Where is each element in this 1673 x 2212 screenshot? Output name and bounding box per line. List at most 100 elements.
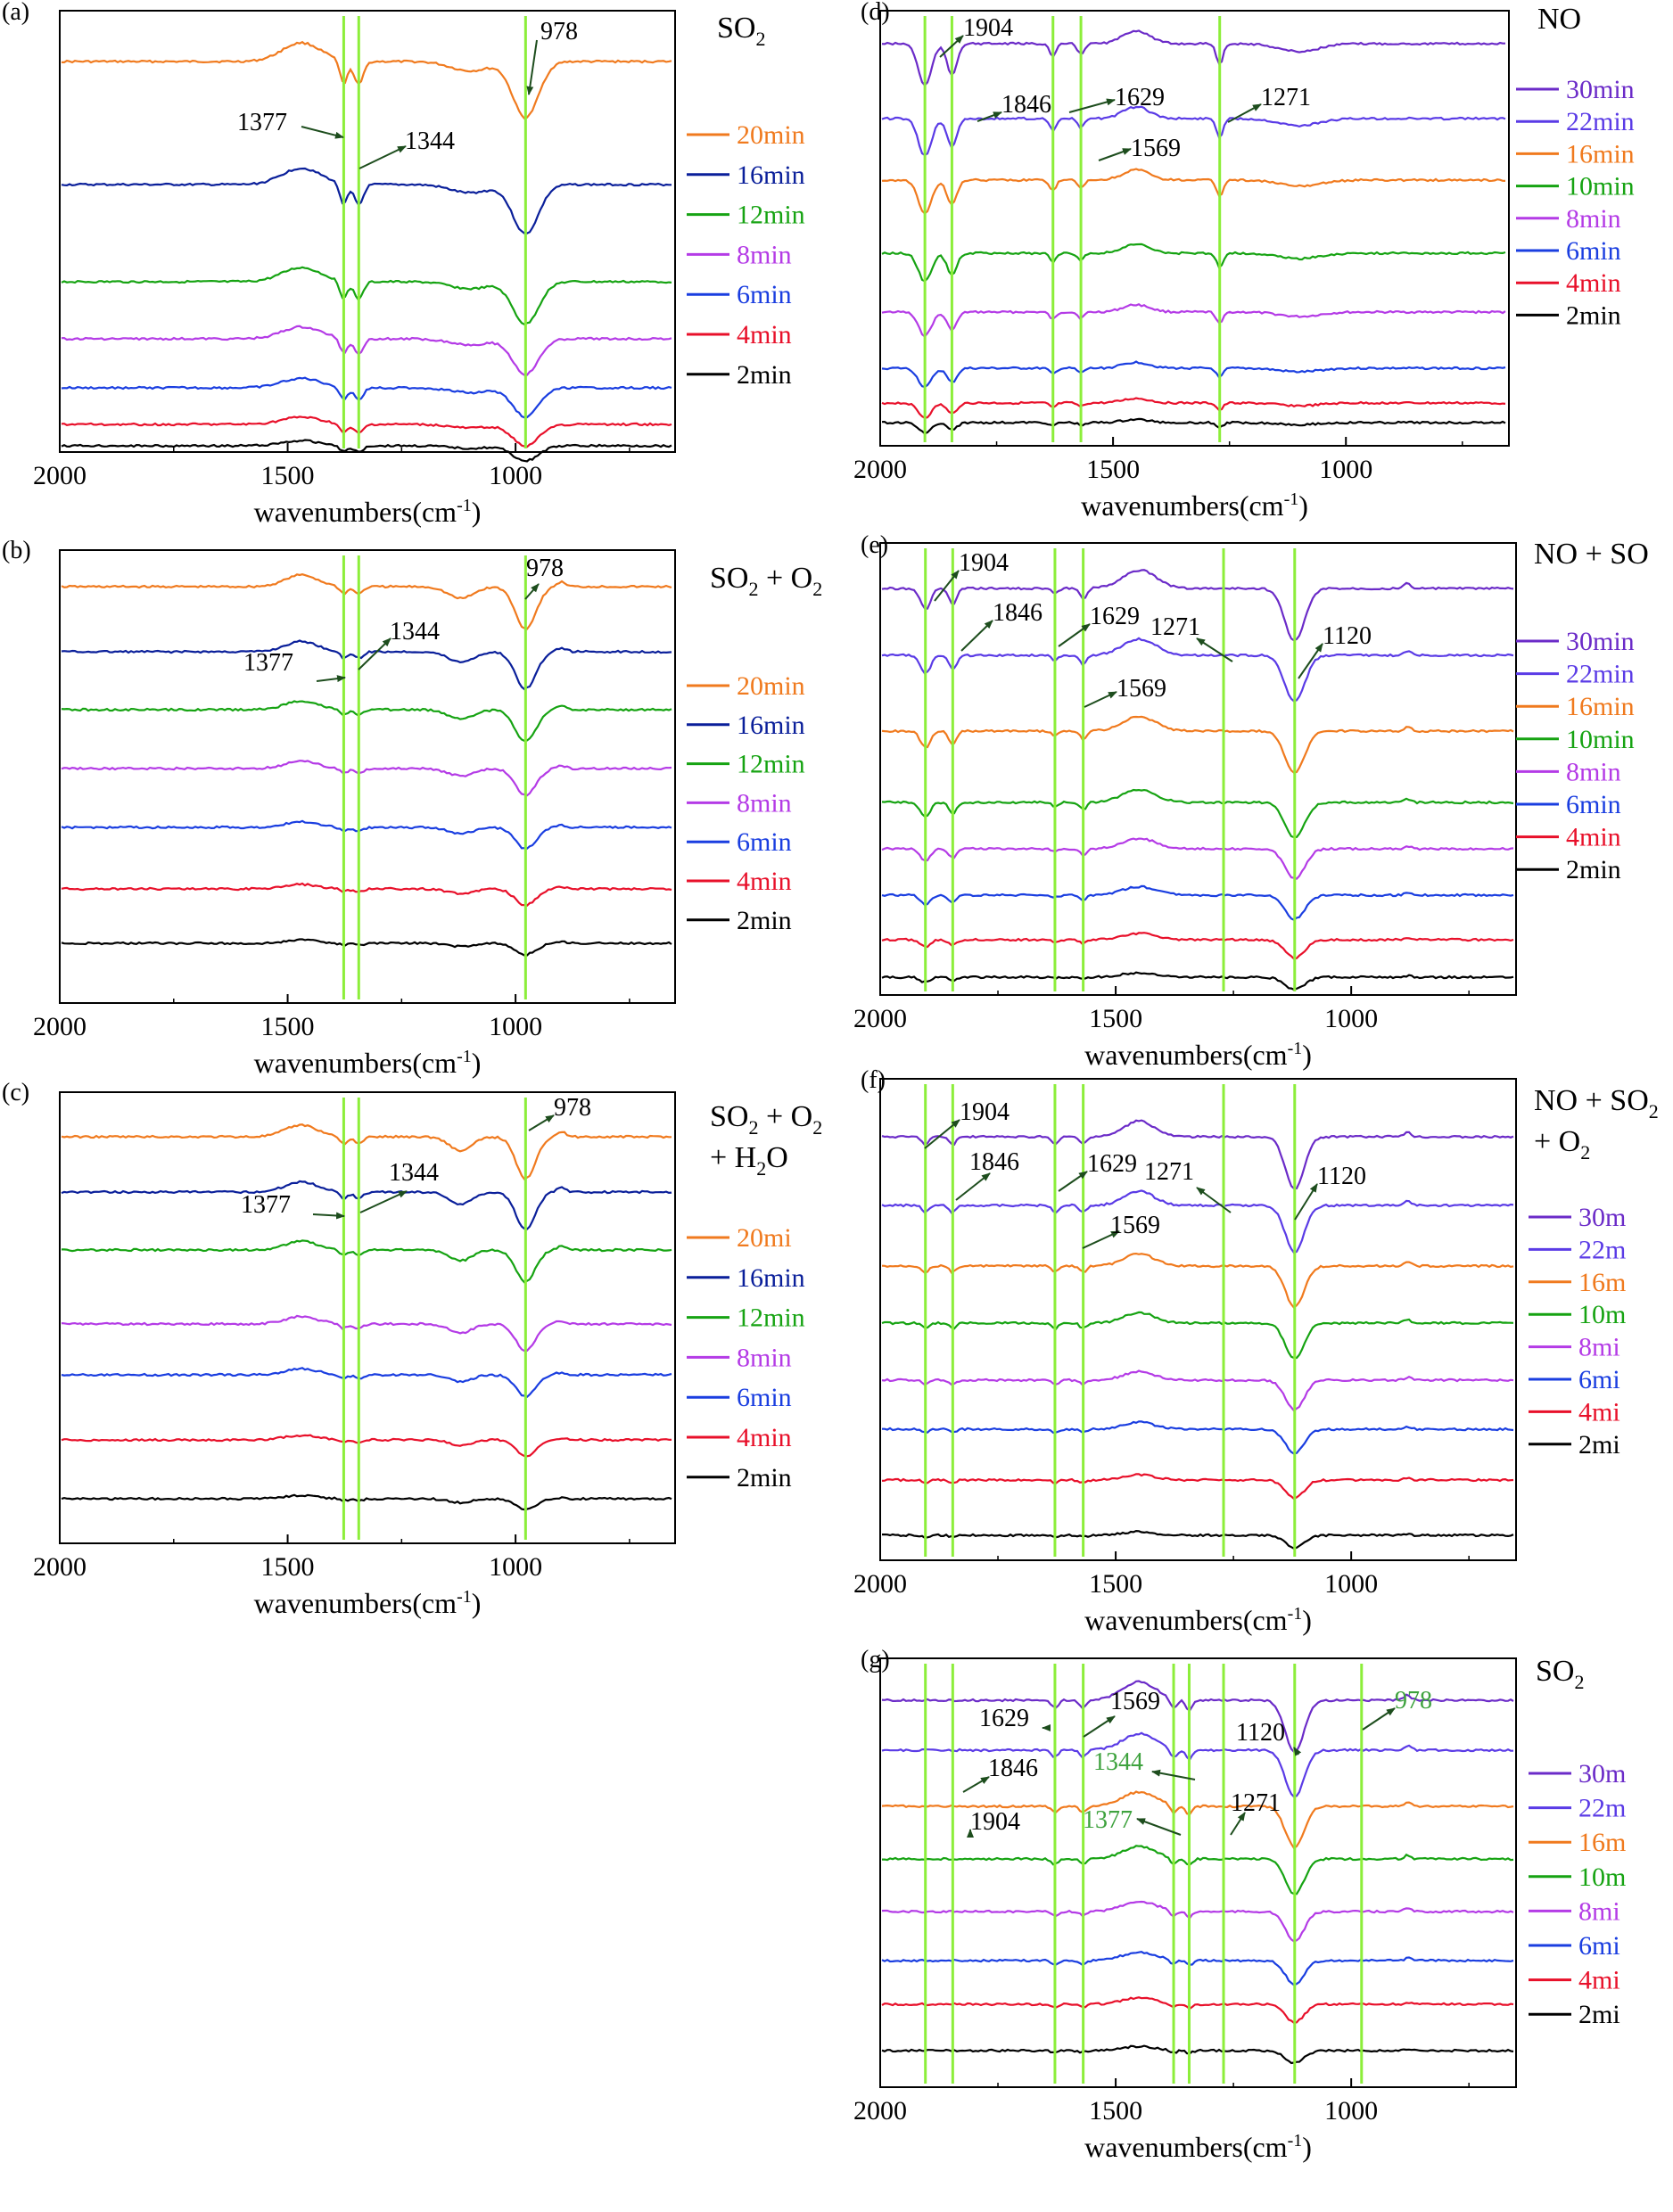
legend-label: 16min <box>737 1263 805 1293</box>
annotation-arrow <box>1196 1187 1232 1213</box>
panel-label: (c) <box>2 1079 29 1106</box>
legend-label: 10min <box>1566 725 1635 754</box>
x-axis-label: wavenumbers(cm-1) <box>254 496 482 528</box>
panel-title: NO + SO <box>1534 538 1649 571</box>
annotation-1344: 1344 <box>389 1159 439 1187</box>
spectrum-6min <box>881 360 1506 389</box>
annotation-1629: 1629 <box>1087 1150 1137 1178</box>
panel-title: NO + SO2 <box>1534 1084 1659 1122</box>
annotation-1271: 1271 <box>1261 84 1311 111</box>
spectrum-6min <box>61 819 672 850</box>
annotation-1569: 1569 <box>1110 1688 1160 1715</box>
legend-label: 2min <box>737 1463 792 1492</box>
spectrum-4mi <box>881 1473 1514 1501</box>
spectrum-16min <box>61 1180 672 1230</box>
x-tick-label: 1000 <box>1324 1004 1378 1033</box>
panel-title: + O2 <box>1534 1125 1590 1164</box>
annotation-arrow <box>358 145 407 169</box>
annotation-arrow <box>1082 1230 1120 1249</box>
annotation-arrow <box>1083 1715 1116 1738</box>
spectrum-4min <box>61 1434 672 1458</box>
spectrum-20mi <box>61 1123 672 1180</box>
spectrum-8mi <box>881 1900 1514 1943</box>
legend-label: 22m <box>1578 1794 1626 1823</box>
annotation-1629: 1629 <box>979 1705 1029 1732</box>
spectrum-16m <box>881 1790 1514 1850</box>
annotation-arrow <box>1362 1707 1396 1731</box>
annotation-1344: 1344 <box>1093 1748 1143 1776</box>
annotation-1904: 1904 <box>963 14 1013 42</box>
x-tick-label: 1000 <box>1324 1569 1378 1599</box>
plot-frame <box>879 1657 1517 2088</box>
legend-label: 16min <box>737 711 805 740</box>
spectrum-2mi <box>881 2044 1514 2065</box>
annotation-1569: 1569 <box>1110 1212 1160 1239</box>
panel-e: 2000 1500 1000 wavenumbers(cm-1) (e) NO + SO 1… <box>853 531 1649 1071</box>
spectrum-30m <box>881 1119 1514 1190</box>
annotation-arrow <box>960 620 993 652</box>
spectrum-4min <box>881 397 1506 419</box>
legend-label: 20min <box>737 671 805 701</box>
legend-label: 16min <box>1566 139 1635 169</box>
legend-label: 6min <box>737 827 792 857</box>
annotation-arrow <box>1227 103 1262 123</box>
x-tick-label: 1500 <box>261 1012 315 1041</box>
annotation-arrow <box>1058 1171 1088 1192</box>
spectrum-16m <box>881 1252 1514 1310</box>
panel-title: SO2 + O2 <box>710 562 822 600</box>
spectrum-16min <box>61 639 672 691</box>
spectrum-8min <box>61 760 672 797</box>
annotation-arrow <box>1098 148 1132 161</box>
plot-frame <box>59 10 676 453</box>
annotation-1271: 1271 <box>1150 613 1200 641</box>
x-tick-label: 1500 <box>1089 1004 1142 1033</box>
x-tick-label: 1000 <box>1319 455 1372 484</box>
annotation-arrow <box>962 1776 990 1793</box>
spectrum-16min <box>61 167 672 234</box>
x-tick-label: 2000 <box>853 1004 907 1033</box>
spectrum-30min <box>881 29 1505 87</box>
spectrum-12min <box>62 1239 672 1284</box>
annotation-arrow <box>312 1212 345 1220</box>
panel-title: SO2 <box>717 12 765 50</box>
annotation-arrow <box>359 1190 408 1213</box>
spectrum-2min <box>881 417 1506 435</box>
x-axis-label: wavenumbers(cm-1) <box>1084 2131 1312 2163</box>
legend-label: 8min <box>737 788 792 818</box>
annotation-1629: 1629 <box>1115 84 1165 111</box>
annotation-978: 978 <box>540 18 578 45</box>
spectrum-10m <box>881 1311 1514 1360</box>
legend-label: 10m <box>1578 1863 1626 1892</box>
spectrum-6mi <box>882 1420 1514 1455</box>
legend-label: 2min <box>1566 300 1621 330</box>
spectrum-8min <box>881 837 1514 880</box>
legend-label: 22min <box>1566 660 1635 689</box>
legend-label: 6min <box>737 280 792 309</box>
spectrum-22m <box>881 1189 1514 1254</box>
annotation-978: 978 <box>526 555 564 582</box>
x-tick-label: 2000 <box>853 455 907 484</box>
spectrum-20min <box>61 573 672 630</box>
x-tick-label: 1000 <box>489 1552 542 1582</box>
legend-label: 4min <box>737 1423 792 1452</box>
spectrum-6mi <box>881 1951 1514 1986</box>
annotation-1846: 1846 <box>988 1755 1038 1782</box>
panel-label: (b) <box>2 537 31 564</box>
panel-label: (e) <box>861 531 888 559</box>
annotation-1846: 1846 <box>993 599 1043 627</box>
spectrum-30m <box>881 1680 1514 1754</box>
legend-label: 4min <box>1566 268 1621 298</box>
x-tick-label: 2000 <box>33 1012 87 1041</box>
legend-label: 8mi <box>1578 1896 1620 1926</box>
x-axis-label: wavenumbers(cm-1) <box>254 1047 482 1079</box>
legend-label: 8min <box>1566 757 1621 786</box>
x-tick-label: 1500 <box>1086 455 1140 484</box>
plot-frame <box>59 1091 676 1544</box>
annotation-1904: 1904 <box>959 549 1009 577</box>
legend-label: 22min <box>1566 107 1635 136</box>
panel-f: 2000 1500 1000 wavenumbers(cm-1) (f) NO + SO2… <box>853 1066 1659 1636</box>
annotation-arrow <box>1293 1747 1302 1756</box>
legend-label: 12min <box>737 201 805 230</box>
panel-d: 2000 1500 1000 wavenumbers(cm-1) (d) NO 1904 18… <box>853 0 1635 522</box>
